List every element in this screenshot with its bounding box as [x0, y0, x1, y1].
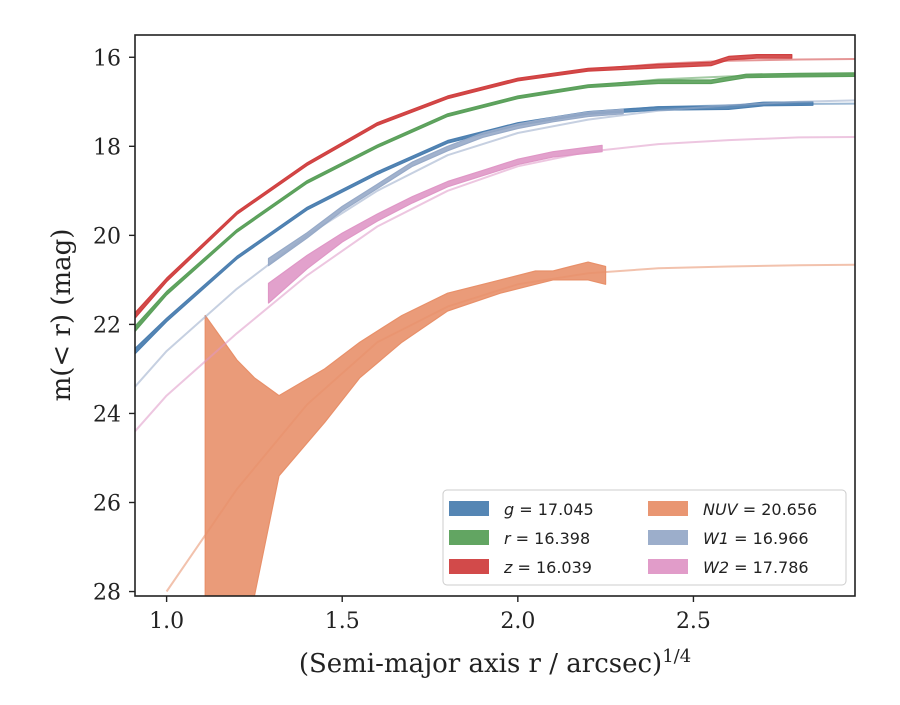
x-tick-label: 2.5 [676, 609, 711, 634]
series-nuv [165, 261, 855, 596]
legend-label-z: z = 16.039 [503, 558, 592, 577]
series-r [135, 72, 855, 333]
series-z [135, 53, 855, 319]
legend-entry-w1: W1 = 16.966 [648, 529, 809, 548]
observed-band-g [135, 101, 814, 355]
y-tick-label: 18 [93, 135, 121, 160]
x-axis-title-superscript: 1/4 [662, 646, 691, 667]
legend-swatch-z [449, 559, 489, 574]
x-tick-label: 2.0 [500, 609, 535, 634]
legend-label-nuv: NUV = 20.656 [703, 500, 817, 519]
observed-band-nuv [204, 261, 607, 596]
legend-entry-r: r = 16.398 [449, 529, 590, 548]
legend-label-r: r = 16.398 [504, 529, 590, 548]
observed-band-r [135, 72, 855, 333]
legend-label-w1: W1 = 16.966 [703, 529, 809, 548]
legend: g = 17.045 r = 16.398 z = 16.039 NUV = 20.6… [442, 489, 847, 586]
legend-box [442, 489, 847, 586]
legend-swatch-nuv [648, 501, 688, 516]
legend-swatch-w2 [648, 559, 688, 574]
legend-entry-nuv: NUV = 20.656 [648, 500, 817, 519]
y-tick-label: 24 [93, 402, 121, 427]
legend-entry-w2: W2 = 17.786 [648, 558, 809, 577]
legend-entry-z: z = 16.039 [449, 558, 592, 577]
x-axis-title: (Semi-major axis r / arcsec)1/4 [299, 646, 691, 679]
legend-swatch-g [449, 501, 489, 516]
legend-entry-g: g = 17.045 [449, 500, 594, 519]
model-curve-w1 [135, 99, 855, 388]
model-curve-w2 [135, 136, 855, 432]
y-tick-label: 26 [93, 492, 121, 517]
y-tick-label: 28 [93, 581, 121, 606]
observed-band-w1 [267, 108, 624, 267]
ticks-layer: 1.0 1.5 2.0 2.5 16 18 20 22 24 26 28 [93, 46, 711, 634]
x-tick-label: 1.0 [149, 609, 184, 634]
y-tick-label: 16 [93, 46, 121, 71]
legend-swatch-r [449, 530, 489, 545]
y-tick-label: 20 [93, 224, 121, 249]
legend-label-g: g = 17.045 [504, 500, 594, 519]
series-w2 [135, 136, 855, 432]
y-tick-label: 22 [93, 313, 121, 338]
legend-label-w2: W2 = 17.786 [703, 558, 809, 577]
series-layer [135, 53, 855, 596]
plot-frame [134, 34, 856, 597]
observed-band-w2 [267, 144, 603, 304]
legend-swatch-w1 [648, 530, 688, 545]
observed-band-z [135, 53, 793, 319]
series-w1 [135, 99, 855, 388]
x-tick-label: 1.5 [325, 609, 360, 634]
y-axis-title: m(< r) (mag) [47, 229, 77, 402]
